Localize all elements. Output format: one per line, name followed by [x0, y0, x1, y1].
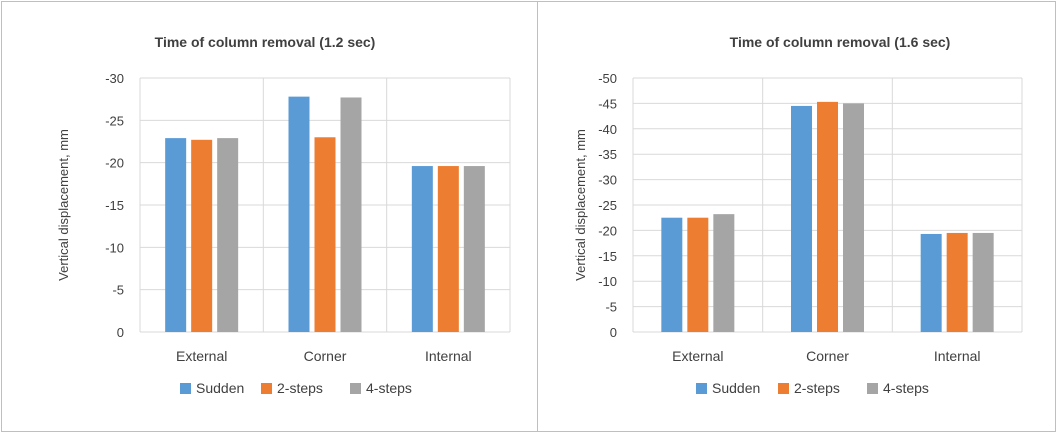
y-tick-label: -20 [105, 156, 124, 171]
legend-label: 2-steps [794, 380, 840, 396]
y-tick-label: -5 [605, 300, 617, 315]
bar-2-steps-corner [314, 137, 336, 332]
x-category-label: Corner [304, 348, 347, 364]
y-tick-label: -20 [598, 223, 617, 238]
legend-label: 2-steps [277, 380, 323, 396]
y-tick-label: 0 [117, 325, 124, 340]
bar-2-steps-external [191, 139, 213, 332]
y-tick-label: -5 [112, 283, 124, 298]
y-tick-label: 0 [610, 325, 617, 340]
bar-2-steps-external [687, 217, 709, 332]
legend-label: 4-steps [883, 380, 929, 396]
bar-2-steps-internal [946, 232, 968, 332]
legend-label: Sudden [196, 380, 244, 396]
x-category-label: Corner [806, 348, 849, 364]
bar-4-steps-external [217, 138, 239, 332]
bar-4-steps-corner [340, 97, 362, 333]
y-axis-title: Vertical displacement, mm [573, 129, 588, 281]
y-tick-label: -25 [598, 198, 617, 213]
y-tick-label: -15 [105, 198, 124, 213]
x-category-label: External [176, 348, 227, 364]
legend-swatch [180, 383, 191, 394]
bar-sudden-external [165, 138, 187, 332]
bar-4-steps-internal [972, 232, 994, 332]
legend-swatch [261, 383, 272, 394]
y-tick-label: -30 [598, 173, 617, 188]
y-tick-label: -30 [105, 71, 124, 86]
chart-panel-left: Time of column removal (1.2 sec) Vertica… [1, 1, 538, 432]
bar-sudden-internal [920, 233, 942, 332]
bar-2-steps-corner [817, 101, 838, 332]
y-tick-label: -25 [105, 113, 124, 128]
bar-4-steps-external [713, 214, 735, 332]
y-tick-label: -15 [598, 249, 617, 264]
legend-swatch [696, 383, 707, 394]
y-axis-title: Vertical displacement, mm [56, 129, 71, 281]
y-tick-label: -40 [598, 122, 617, 137]
x-category-label: Internal [934, 348, 981, 364]
bar-sudden-corner [791, 105, 812, 332]
bar-sudden-internal [411, 166, 433, 332]
y-tick-label: -10 [598, 274, 617, 289]
legend-swatch [350, 383, 361, 394]
y-tick-label: -45 [598, 96, 617, 111]
y-tick-label: -10 [105, 240, 124, 255]
x-category-label: External [672, 348, 723, 364]
bar-4-steps-internal [463, 166, 485, 332]
bar-2-steps-internal [437, 166, 459, 332]
legend-label: 4-steps [366, 380, 412, 396]
bar-sudden-external [661, 217, 683, 332]
chart-svg-right: Time of column removal (1.6 sec) Vertica… [573, 34, 1023, 396]
chart-panel-right: Time of column removal (1.6 sec) Vertica… [537, 1, 1056, 432]
bar-sudden-corner [288, 96, 310, 332]
y-tick-label: -50 [598, 71, 617, 86]
legend-swatch [778, 383, 789, 394]
legend-label: Sudden [712, 380, 760, 396]
chart-title: Time of column removal (1.6 sec) [730, 34, 951, 50]
legend-swatch [867, 383, 878, 394]
x-category-label: Internal [425, 348, 472, 364]
chart-svg-left: Time of column removal (1.2 sec) Vertica… [56, 34, 511, 396]
bar-4-steps-corner [843, 103, 864, 333]
y-tick-label: -35 [598, 147, 617, 162]
chart-title: Time of column removal (1.2 sec) [155, 34, 376, 50]
